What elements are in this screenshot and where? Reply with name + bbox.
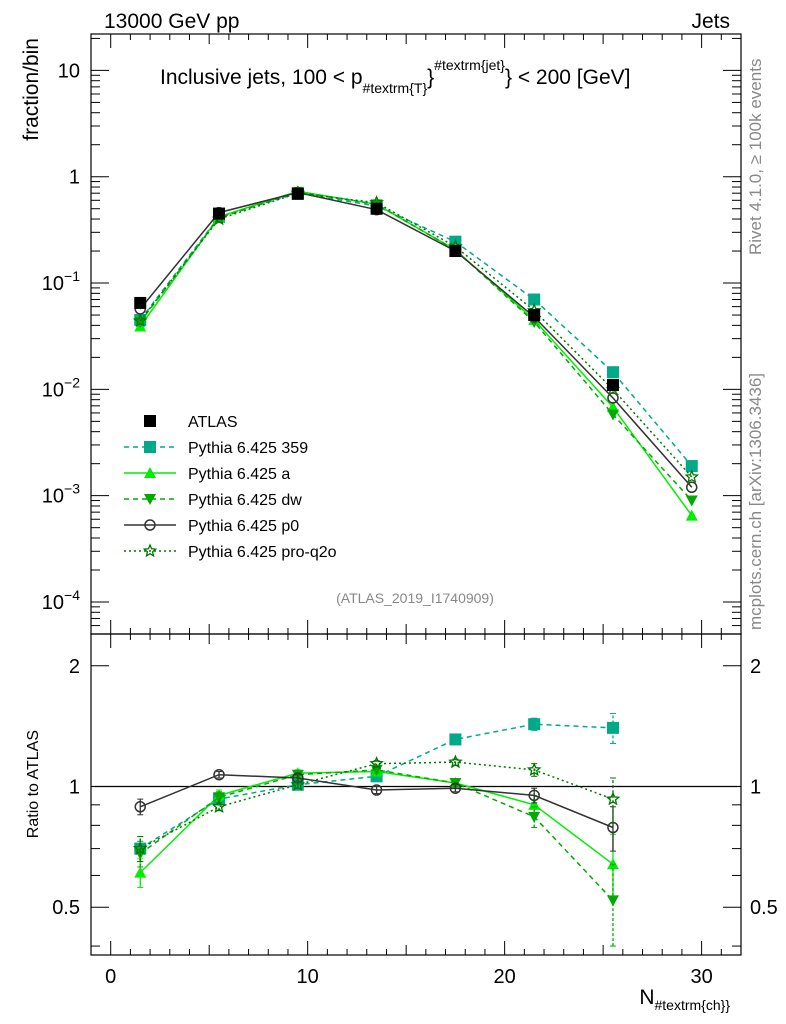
point-pp0 [607, 392, 619, 404]
point-pa [685, 509, 698, 521]
series-line-pa [139, 190, 693, 517]
data-layer [132, 185, 700, 947]
legend-entry-p359: Pythia 6.425 359 [124, 440, 308, 457]
x-label-main: N [639, 986, 654, 1009]
point-p359 [528, 293, 541, 306]
legend-marker-pdw [144, 494, 156, 505]
y-tick-label: 10−4 [42, 587, 80, 614]
legend-marker-p359 [144, 441, 156, 453]
x-tick-label: 20 [494, 966, 516, 988]
legend-marker-atlas [144, 415, 156, 427]
legend-entry-pa: Pythia 6.425 a [124, 466, 290, 483]
ratio-point-ppro [605, 791, 621, 806]
legend-marker-ppro [142, 543, 158, 558]
legend-label-p359: Pythia 6.425 359 [188, 440, 308, 457]
title-sub: #textrm{T} [363, 80, 428, 96]
ratio-point-ppro [211, 799, 227, 813]
point-p359 [606, 366, 619, 379]
ratio-y-tick-label-right: 1 [750, 776, 761, 798]
x-tick-label: 30 [690, 966, 712, 988]
series-line-ppro [139, 192, 693, 478]
ratio-point-ppro [369, 756, 384, 770]
title-sup: #textrm{jet} [434, 57, 505, 73]
legend-label-ppro: Pythia 6.425 pro-q2o [188, 544, 337, 561]
point-ppro [132, 313, 148, 328]
x-tick-label: 10 [297, 966, 319, 988]
y-tick-label: 10−2 [42, 374, 80, 401]
ratio-y-tick-label-right: 2 [750, 656, 761, 678]
legend: ATLAS Pythia 6.425 359 Pythia 6.425 a Pythi… [124, 414, 337, 561]
point-atlas [213, 207, 226, 220]
ratio-point-pp0 [213, 768, 225, 781]
ratio-point-pp0 [370, 784, 383, 796]
y-tick-label: 10−1 [42, 268, 80, 295]
legend-entry-pp0: Pythia 6.425 p0 [124, 518, 299, 535]
chart-title: Inclusive jets, 100 < p#textrm{T}}#textr… [160, 57, 631, 96]
ratio-point-pdw [606, 895, 619, 907]
x-axis-label: N#textrm{ch}} [639, 986, 730, 1013]
y-tick-label: 10−3 [42, 481, 80, 508]
mcplots-label: mcplots.cern.ch [arXiv:1306.3436] [746, 373, 765, 630]
ratio-plot-frame [90, 633, 742, 956]
title-tail: } < 200 [GeV] [505, 66, 631, 89]
series-line-pp0 [139, 191, 693, 488]
x-label-sub: #textrm{ch}} [655, 997, 731, 1013]
ratio-y-tick-label: 0.5 [52, 897, 80, 919]
ratio-y-tick-label-right: 0.5 [750, 897, 778, 919]
jets-label: Jets [691, 10, 730, 33]
ratio-point-ppro [526, 762, 542, 777]
legend-marker-pp0 [144, 519, 156, 531]
axes-layer: 0 10 20 30 10 1 10−1 10−2 10−3 10−4 2 2 1 1 0.5 0.5 [42, 33, 778, 988]
legend-entry-ppro: Pythia 6.425 pro-q2o [124, 543, 337, 561]
ratio-point-pp0 [528, 789, 540, 802]
point-atlas [606, 378, 619, 391]
point-pdw [606, 409, 619, 421]
ratio-point-pdw [213, 792, 226, 804]
ratio-point-pdw [528, 811, 541, 823]
rivet-label: Rivet 4.1.0, ≥ 100k events [746, 59, 765, 255]
ratio-point-ppro [132, 840, 148, 855]
point-pdw [134, 317, 147, 329]
x-tick-label: 0 [105, 966, 116, 988]
ratio-point-pp0 [449, 782, 462, 794]
point-p359 [685, 460, 698, 473]
ratio-point-pp0 [134, 801, 146, 813]
analysis-id: (ATLAS_2019_I1740909) [336, 590, 494, 606]
legend-marker-pa [144, 467, 156, 478]
series-line-pdw [139, 191, 693, 502]
ratio-point-p359 [606, 721, 619, 734]
point-atlas [370, 202, 383, 215]
legend-label-pdw: Pythia 6.425 dw [188, 492, 302, 509]
ratio-y-tick-label: 2 [69, 656, 80, 678]
legend-label-pa: Pythia 6.425 a [188, 466, 290, 483]
legend-entry-atlas: ATLAS [144, 414, 238, 431]
collision-label: 13000 GeV pp [104, 10, 239, 33]
point-atlas [528, 309, 541, 322]
point-pp0 [686, 481, 698, 494]
ratio-point-pa [134, 866, 147, 878]
legend-label-pp0: Pythia 6.425 p0 [188, 518, 299, 535]
point-atlas [291, 187, 304, 200]
legend-entry-pdw: Pythia 6.425 dw [124, 492, 302, 509]
y-tick-label: 10 [58, 60, 80, 82]
y-axis-label-top: fraction/bin [20, 38, 43, 141]
ratio-y-tick-label: 1 [69, 776, 80, 798]
point-ppro [684, 469, 700, 484]
point-atlas [134, 296, 147, 309]
ratio-point-ppro [448, 754, 463, 769]
ratio-point-p359 [528, 718, 541, 731]
title-main: Inclusive jets, 100 < p [160, 66, 363, 89]
y-tick-label: 1 [69, 167, 80, 189]
ratio-point-p359 [449, 733, 462, 746]
legend-label-atlas: ATLAS [188, 414, 238, 431]
y-axis-label-bottom: Ratio to ATLAS [25, 730, 42, 838]
point-atlas [449, 245, 462, 258]
ratio-point-ppro [290, 776, 306, 792]
point-pdw [685, 495, 698, 507]
point-pa [606, 401, 619, 413]
